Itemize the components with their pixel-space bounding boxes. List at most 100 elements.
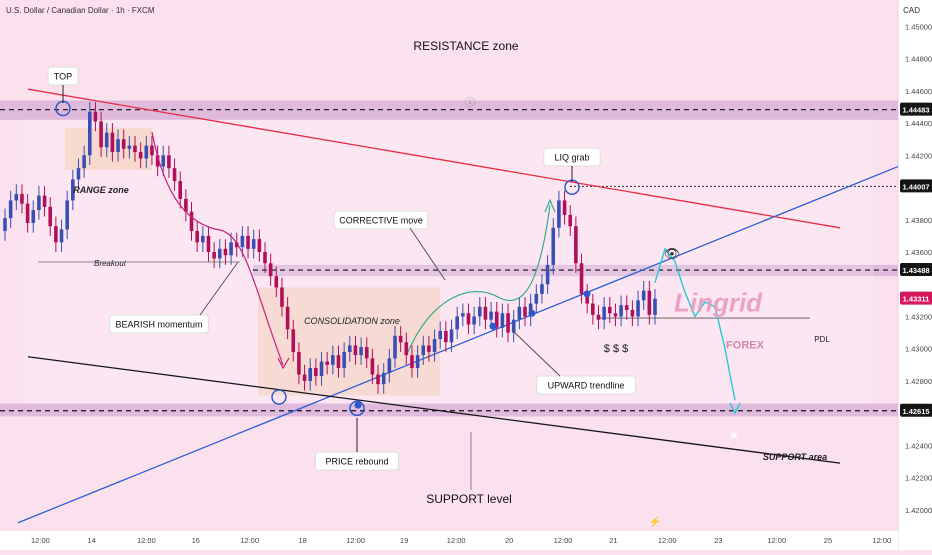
candle-body	[155, 155, 160, 167]
candle-body	[477, 306, 482, 317]
candle-body	[523, 306, 527, 317]
candle-body	[427, 345, 431, 352]
resistance-zone-band	[0, 100, 898, 120]
trendline-touch-dot	[583, 290, 591, 298]
candle-body	[325, 361, 329, 365]
candle-body	[630, 310, 635, 317]
candle-body	[201, 235, 205, 243]
candle-body	[540, 284, 544, 294]
candle-body	[8, 200, 13, 219]
pdl-label: PDL	[814, 335, 830, 344]
resistance-trendline	[27, 88, 841, 229]
bearish-curve-arrow	[151, 131, 284, 366]
support-area-label: SUPPORT area	[763, 452, 827, 462]
candle-body	[579, 263, 584, 294]
price-badge-label: 1.44007	[902, 182, 929, 191]
candle-body	[212, 251, 216, 259]
bearish-arrow-head	[277, 357, 290, 370]
corrective-move-label-box	[333, 210, 429, 230]
candle-body	[398, 335, 403, 343]
candle-body	[472, 316, 476, 325]
bearish-momentum-label: BEARISH momentum	[115, 320, 202, 330]
symbol-title: U.S. Dollar / Canadian Dollar · 1h · FXC…	[6, 6, 155, 15]
eye-icon: 👁	[664, 246, 681, 261]
candle-body	[534, 293, 539, 304]
candle-body	[591, 303, 595, 315]
time-tick: 12:00	[658, 536, 677, 545]
time-tick: 12:00	[447, 536, 466, 545]
currency-label: CAD	[903, 6, 920, 15]
candle-body	[410, 355, 414, 369]
time-tick: 19	[400, 536, 408, 545]
candle-body	[483, 306, 488, 320]
trendline-touch-dot	[528, 309, 536, 317]
candle-body	[381, 372, 386, 385]
time-tick: 18	[298, 536, 306, 545]
candle-body	[461, 313, 465, 317]
candle-body	[240, 235, 245, 248]
price-tick: 1.42200	[905, 474, 932, 483]
price-badge-label: 1.43311	[903, 295, 930, 304]
candle-body	[133, 145, 137, 153]
candle-body	[308, 368, 313, 381]
trendline-pointer	[511, 329, 561, 377]
candle-body	[82, 155, 86, 169]
price-badge	[900, 179, 932, 193]
range-zone-label: RANGE zone	[73, 185, 129, 195]
candle-body	[25, 203, 30, 223]
price-tick: 1.43600	[905, 248, 932, 257]
candle-body	[291, 329, 296, 352]
candle-body	[234, 242, 239, 248]
info-icon: ⓘ	[465, 97, 475, 109]
candle-body	[557, 200, 561, 228]
candle-body	[195, 231, 199, 243]
candle-body	[602, 306, 606, 320]
candle-body	[280, 287, 284, 307]
liq-grab-label: LIQ grab	[554, 153, 589, 163]
candle-body	[607, 306, 612, 314]
candle-body	[285, 306, 290, 330]
consolidation-zone-label: CONSOLIDATION zone	[304, 316, 400, 326]
time-tick: 12:00	[137, 536, 156, 545]
candle-body	[376, 374, 380, 385]
candle-body	[268, 263, 273, 277]
candle-body	[370, 358, 375, 375]
candle-body	[59, 229, 64, 243]
time-tick: 25	[824, 536, 832, 545]
candle-body	[121, 139, 126, 149]
resistance-zone-label: RESISTANCE zone	[413, 39, 518, 53]
top-label: TOP	[54, 72, 72, 82]
bolt-icon: ⚡	[649, 515, 661, 528]
candle-body	[551, 227, 556, 265]
candle-body	[172, 168, 177, 182]
candle-body	[562, 200, 567, 215]
price-tick: 1.43200	[905, 312, 932, 321]
support-zone-band	[0, 403, 898, 417]
candle-body	[93, 111, 98, 122]
candle-body	[54, 226, 58, 243]
price-badge-label: 1.43488	[902, 266, 929, 275]
candle-body	[251, 239, 256, 249]
candle-body	[48, 206, 53, 227]
candle-body	[517, 306, 522, 320]
candle-body	[331, 355, 335, 365]
price-tick: 1.44400	[905, 119, 932, 128]
time-tick: 12:00	[240, 536, 259, 545]
candle-body	[494, 311, 499, 328]
pivot-circle	[271, 389, 287, 405]
price-badge	[900, 102, 932, 116]
candle-body	[353, 345, 358, 356]
trendline-touch-dot	[354, 401, 362, 409]
trendline-touch-dot	[489, 322, 497, 330]
candle-body	[150, 145, 154, 156]
candle-body	[246, 235, 250, 249]
time-tick: 12:00	[346, 536, 365, 545]
candle-body	[206, 235, 211, 252]
bearish-momentum-label-box	[109, 314, 209, 334]
candle-body	[387, 358, 392, 373]
price-tick: 1.44200	[905, 151, 932, 160]
candle-body	[274, 276, 279, 288]
watermark-sub: FOREX	[726, 340, 765, 352]
